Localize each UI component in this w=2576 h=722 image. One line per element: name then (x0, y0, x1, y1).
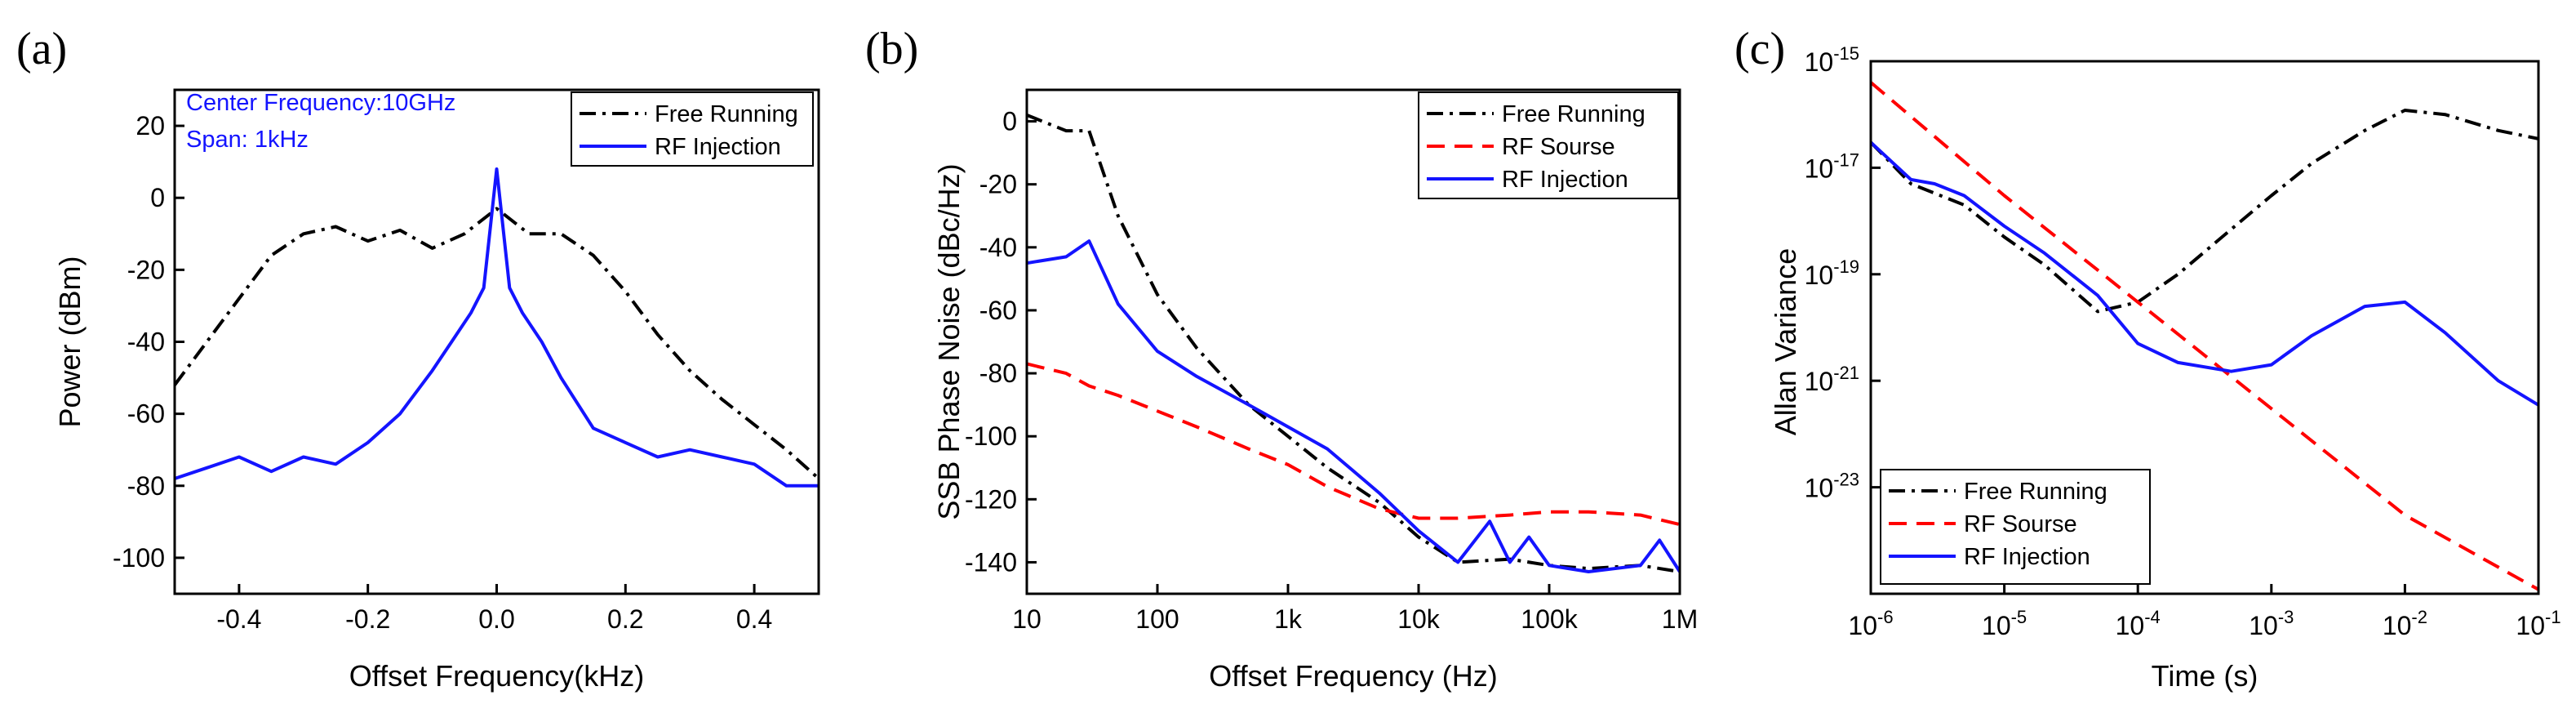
y-tick-label: -100 (113, 543, 165, 573)
series-line-rf-sourse (1027, 362, 1680, 527)
y-tick-label: 10-21 (1805, 363, 1859, 396)
legend-entry-label: RF Injection (655, 134, 781, 160)
series-line-free-running (175, 207, 819, 480)
x-tick-label: 0.0 (478, 604, 514, 634)
y-tick-label: -80 (127, 471, 165, 501)
legend-box (571, 91, 814, 167)
y-tick-label: -60 (979, 296, 1017, 325)
y-tick-label: -100 (965, 421, 1017, 451)
annotation-span: Span: 1kHz (186, 127, 309, 153)
legend: Free Running RF Sourse RF Injection (1418, 91, 1679, 199)
x-axis-title: Time (s) (2152, 659, 2258, 693)
x-tick-label: -0.4 (216, 604, 261, 634)
x-tick-label: 100k (1521, 604, 1578, 634)
x-tick-label: 10-1 (2516, 607, 2560, 640)
x-tick-label: 10-4 (2116, 607, 2161, 640)
panel-label-b: (b) (865, 24, 918, 74)
legend-entry-label: RF Injection (1502, 167, 1628, 193)
legend-box (1880, 469, 2151, 585)
y-tick-label: -20 (979, 170, 1017, 199)
annotation-center-frequency: Center Frequency:10GHz (186, 90, 455, 116)
x-tick-label: 1k (1274, 604, 1303, 634)
legend-entry-label: RF Injection (1964, 544, 2090, 570)
x-tick-label: 100 (1135, 604, 1179, 634)
x-axis-title: Offset Frequency (Hz) (1209, 659, 1497, 693)
series-line-rf-sourse (1871, 81, 2538, 591)
x-tick-label: 10-6 (1848, 607, 1893, 640)
x-tick-label: 10k (1397, 604, 1441, 634)
y-tick-label: 10-17 (1805, 149, 1859, 183)
plot-frame (1869, 60, 2540, 595)
y-axis-title: Allan Variance (1769, 248, 1802, 435)
chart-panel-a: -0.4 -0.2 0.0 0.2 0.4 -100 -80 -60 -40 -20 0 20 Offs… (53, 88, 820, 693)
y-tick-label: 10-19 (1805, 256, 1859, 290)
plot-frame (1025, 88, 1681, 595)
y-tick-label: -80 (979, 359, 1017, 388)
y-tick-label: -60 (127, 399, 165, 429)
x-tick-label: 10-3 (2249, 607, 2294, 640)
panel-label-c: (c) (1734, 24, 1785, 74)
legend-entry-label: RF Sourse (1964, 511, 2077, 537)
y-tick-label: 0 (150, 183, 165, 212)
panel-label-a: (a) (16, 24, 67, 74)
y-tick-label: -120 (965, 484, 1017, 514)
y-tick-label: -40 (979, 233, 1017, 262)
x-tick-label: 10-2 (2383, 607, 2427, 640)
legend-entry-label: Free Running (1502, 101, 1646, 127)
legend-entry-label: Free Running (1964, 479, 2107, 505)
series-line-free-running (1871, 109, 2538, 314)
x-tick-label: 0.4 (736, 604, 772, 634)
y-tick-label: -20 (127, 255, 165, 284)
series-line-rf-injection (175, 167, 819, 488)
chart-panel-b: 10 100 1k 10k 100k 1M -140 -120 -100 -80 -60 -40 -20… (932, 88, 1698, 693)
legend-entry-label: Free Running (655, 101, 798, 127)
legend-entry-label: RF Sourse (1502, 134, 1615, 160)
series-line-rf-injection (1027, 239, 1680, 573)
x-tick-label: -0.2 (345, 604, 390, 634)
legend: Free Running RF Sourse RF Injection (1880, 469, 2151, 585)
series-line-rf-injection (1871, 140, 2538, 407)
x-tick-label: 0.2 (607, 604, 643, 634)
x-axis-title: Offset Frequency(kHz) (349, 659, 644, 693)
y-tick-label: 20 (135, 111, 165, 140)
y-tick-label: 10-15 (1805, 43, 1859, 77)
x-tick-label: 10 (1012, 604, 1042, 634)
y-axis-title: Power (dBm) (53, 256, 87, 427)
legend: Free Running RF Injection (571, 91, 814, 167)
x-tick-label: 1M (1662, 604, 1698, 634)
y-tick-label: -140 (965, 547, 1017, 577)
y-axis-title: SSB Phase Noise (dBc/Hz) (932, 163, 966, 519)
legend-box (1418, 91, 1679, 199)
y-tick-label: 10-23 (1805, 470, 1859, 503)
chart-panel-c: 10-6 10-5 10-4 10-3 10-2 10-1 10-23 10-21 10-19 1… (1769, 43, 2561, 693)
y-tick-label: 0 (1002, 107, 1017, 136)
y-tick-label: -40 (127, 328, 165, 357)
x-tick-label: 10-5 (1982, 607, 2027, 640)
